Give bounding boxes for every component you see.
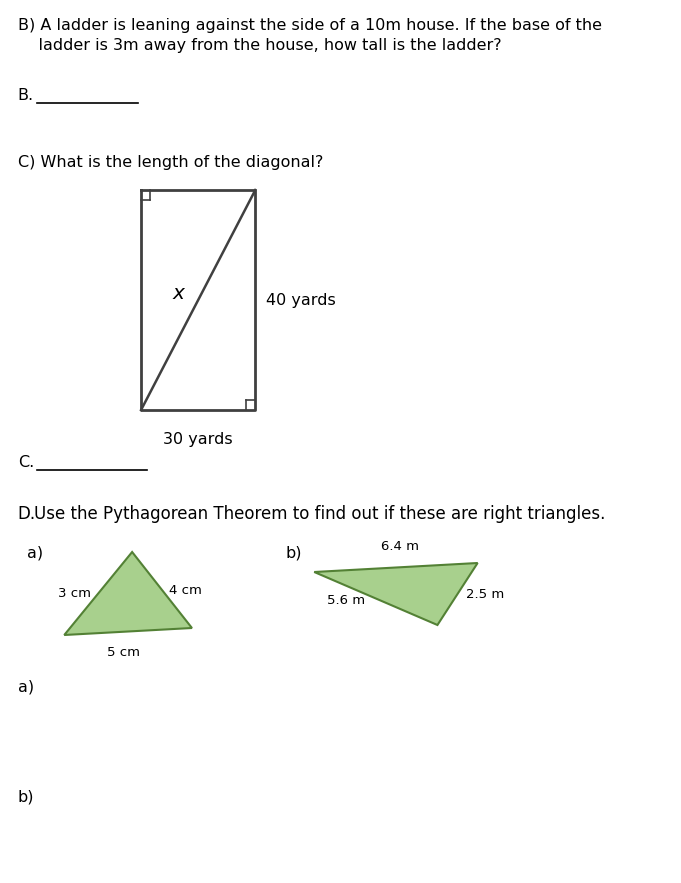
Text: 2.5 m: 2.5 m [466,587,505,600]
Text: 5 cm: 5 cm [107,645,140,659]
Polygon shape [314,563,477,625]
Text: b): b) [18,790,34,805]
Polygon shape [64,552,192,635]
Text: a): a) [18,680,34,695]
Text: 3 cm: 3 cm [58,587,91,600]
Text: B.: B. [18,88,34,103]
Text: a): a) [27,545,43,560]
Text: 30 yards: 30 yards [163,432,233,447]
Text: 4 cm: 4 cm [169,584,202,597]
Text: ladder is 3m away from the house, how tall is the ladder?: ladder is 3m away from the house, how ta… [18,38,501,53]
Text: 5.6 m: 5.6 m [327,594,365,607]
Text: B) A ladder is leaning against the side of a 10m house. If the base of the: B) A ladder is leaning against the side … [18,18,602,33]
Text: D.: D. [18,505,36,523]
Text: x: x [172,284,185,303]
Text: 40 yards: 40 yards [266,292,336,307]
Text: 6.4 m: 6.4 m [381,540,419,554]
Text: Use the Pythagorean Theorem to find out if these are right triangles.: Use the Pythagorean Theorem to find out … [34,505,605,523]
Text: C.: C. [18,455,34,470]
Text: b): b) [285,545,302,560]
Text: C) What is the length of the diagonal?: C) What is the length of the diagonal? [18,155,323,170]
